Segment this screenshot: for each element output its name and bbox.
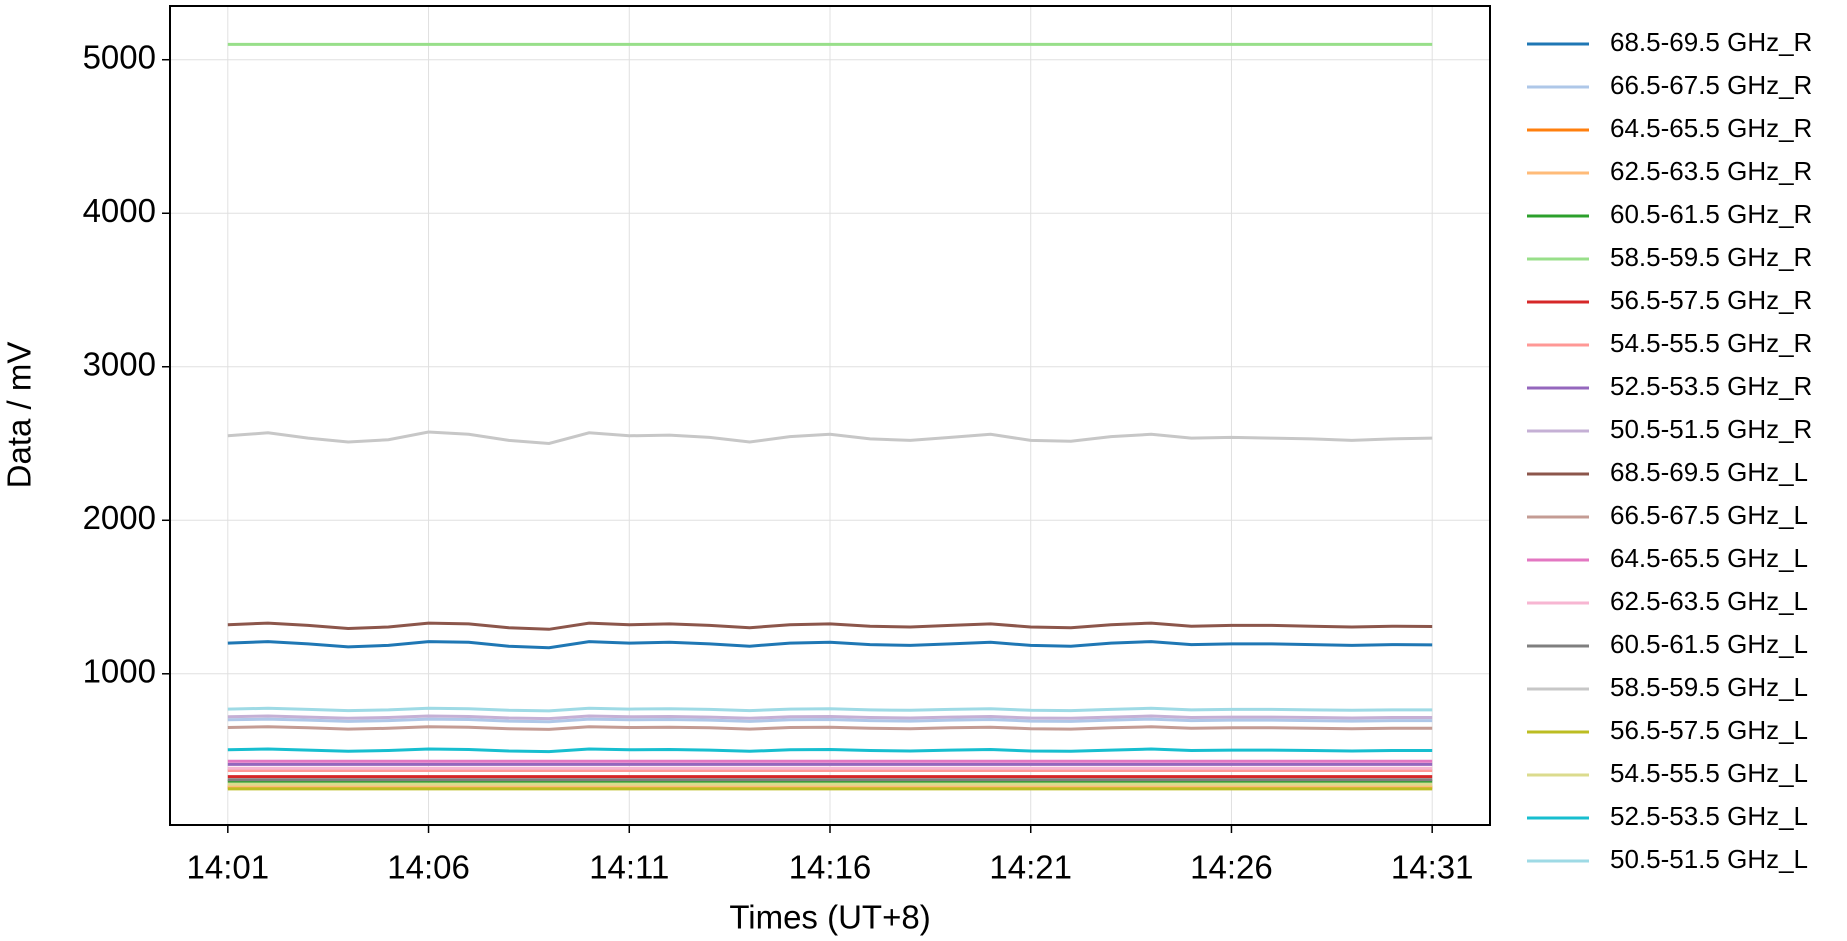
data-line [227, 747, 1433, 754]
legend-label: 68.5-69.5 GHz_L [1610, 457, 1808, 487]
legend-label: 62.5-63.5 GHz_R [1610, 156, 1812, 186]
x-tick-label: 14:16 [789, 849, 872, 886]
legend-label: 52.5-53.5 GHz_R [1610, 371, 1812, 401]
legend-label: 58.5-59.5 GHz_L [1610, 672, 1808, 702]
y-tick-label: 3000 [83, 345, 156, 382]
data-line [227, 714, 1433, 721]
x-tick-label: 14:26 [1190, 849, 1273, 886]
legend-label: 50.5-51.5 GHz_R [1610, 414, 1812, 444]
legend-label: 60.5-61.5 GHz_L [1610, 629, 1808, 659]
legend-label: 50.5-51.5 GHz_L [1610, 844, 1808, 874]
data-line [227, 640, 1433, 650]
legend-label: 58.5-59.5 GHz_R [1610, 242, 1812, 272]
x-tick-label: 14:01 [187, 849, 270, 886]
legend-label: 56.5-57.5 GHz_L [1610, 715, 1808, 745]
x-tick-label: 14:06 [387, 849, 470, 886]
data-line [227, 706, 1433, 713]
legend-label: 52.5-53.5 GHz_L [1610, 801, 1808, 831]
y-axis-label: Data / mV [1, 342, 38, 489]
x-axis-label: Times (UT+8) [729, 899, 930, 936]
y-tick-label: 5000 [83, 38, 156, 75]
legend-label: 62.5-63.5 GHz_L [1610, 586, 1808, 616]
x-tick-label: 14:31 [1391, 849, 1474, 886]
y-tick-label: 4000 [83, 192, 156, 229]
plot-frame [169, 5, 1491, 826]
data-line [227, 430, 1433, 446]
data-line [227, 717, 1433, 724]
x-tick-label: 14:11 [589, 849, 669, 886]
y-tick-label: 2000 [83, 499, 156, 536]
data-line [227, 725, 1433, 731]
legend-label: 56.5-57.5 GHz_R [1610, 285, 1812, 315]
legend-label: 66.5-67.5 GHz_L [1610, 500, 1808, 530]
legend-label: 64.5-65.5 GHz_L [1610, 543, 1808, 573]
legend-label: 54.5-55.5 GHz_L [1610, 758, 1808, 788]
legend-label: 54.5-55.5 GHz_R [1610, 328, 1812, 358]
legend-label: 68.5-69.5 GHz_R [1610, 27, 1812, 57]
legend-label: 66.5-67.5 GHz_R [1610, 70, 1812, 100]
x-tick-label: 14:21 [989, 849, 1072, 886]
y-tick-label: 1000 [83, 653, 156, 690]
legend-label: 64.5-65.5 GHz_R [1610, 113, 1812, 143]
legend-label: 60.5-61.5 GHz_R [1610, 199, 1812, 229]
data-line [227, 621, 1433, 631]
